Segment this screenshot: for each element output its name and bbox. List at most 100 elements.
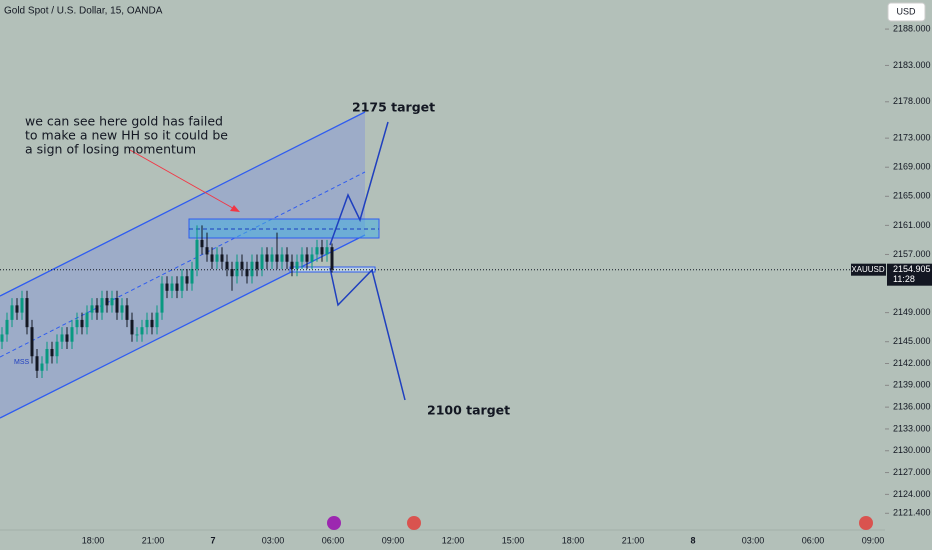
candle-body: [250, 261, 254, 277]
down-path: [329, 267, 406, 401]
candle-body: [240, 261, 244, 269]
y-tick-label: 2149.000: [893, 307, 931, 317]
channel-lower: [0, 234, 366, 419]
candle-body: [150, 319, 154, 328]
y-tick-label: 2130.000: [893, 445, 931, 455]
x-tick-label: 06:00: [322, 535, 345, 545]
symbol-box: [851, 263, 886, 276]
y-tick-label: 2169.000: [893, 162, 931, 172]
candle-body: [75, 319, 79, 328]
x-tick-label: 21:00: [142, 535, 165, 545]
y-tick-label: 2188.000: [893, 23, 931, 33]
candle-body: [165, 283, 169, 291]
candle-body: [140, 327, 144, 335]
x-tick-label: 21:00: [622, 535, 645, 545]
x-tick-label: 09:00: [862, 535, 885, 545]
candle-body: [255, 261, 259, 269]
candle-body: [215, 254, 219, 262]
y-tick-label: 2145.000: [893, 336, 931, 346]
y-tick-label: 2157.000: [893, 249, 931, 259]
currency-label: USD: [896, 6, 916, 16]
candle-body: [100, 298, 104, 313]
candle-body: [20, 298, 24, 313]
candle-body: [95, 305, 99, 313]
channel-upper: [0, 111, 366, 297]
candle-body: [70, 327, 74, 342]
candle-body: [55, 341, 59, 357]
mss-label: MSS: [14, 359, 30, 366]
candle-body: [65, 334, 69, 342]
candle-body: [325, 247, 329, 255]
candle-body: [260, 254, 264, 269]
candle-body: [40, 363, 44, 371]
candle-body: [10, 305, 14, 320]
countdown-label: 11:28: [893, 274, 915, 284]
price-box: [887, 263, 932, 286]
candle-body: [265, 254, 269, 262]
channel-mid: [0, 171, 366, 358]
candle-body: [305, 254, 309, 262]
title: Gold Spot / U.S. Dollar, 15, OANDA: [4, 6, 163, 17]
y-tick-label: 2133.000: [893, 423, 931, 433]
candle-body: [200, 239, 204, 248]
arrow: [129, 149, 239, 212]
candle-body: [225, 261, 229, 269]
note-line: to make a new HH so it could be: [25, 128, 228, 143]
candle-body: [195, 239, 199, 269]
candle-body: [15, 305, 19, 313]
y-tick-label: 2161.000: [893, 220, 931, 230]
y-tick-label: 2136.000: [893, 402, 931, 412]
x-tick-label: 12:00: [442, 535, 465, 545]
candle-body: [135, 334, 139, 336]
up-target: 2175 target: [352, 100, 435, 115]
candle-body: [90, 305, 94, 313]
currency-button[interactable]: [887, 2, 926, 22]
x-tick-label: 06:00: [802, 535, 825, 545]
candle-body: [320, 247, 324, 255]
x-tick-label: 03:00: [262, 535, 285, 545]
event-icon[interactable]: [327, 516, 341, 530]
symbol-label: XAUUSD: [851, 265, 885, 274]
y-tick-label: 2178.000: [893, 96, 931, 106]
arrow-head: [230, 205, 240, 212]
candle-body: [105, 298, 109, 306]
candle-body: [275, 254, 279, 262]
x-tick-label: 03:00: [742, 535, 765, 545]
note-line: a sign of losing momentum: [25, 142, 196, 157]
up-path: [329, 121, 389, 246]
candle-body: [310, 254, 314, 262]
x-tick-label: 15:00: [502, 535, 525, 545]
candle-body: [190, 268, 194, 284]
candle-body: [175, 283, 179, 291]
candle-body: [280, 254, 284, 262]
x-tick-label: 18:00: [562, 535, 585, 545]
candle-body: [235, 261, 239, 277]
candle-body: [180, 276, 184, 291]
candle-body: [185, 276, 189, 284]
candle-body: [5, 319, 9, 335]
y-tick-label: 2121.400: [893, 508, 931, 518]
last-price-label: 2154.905: [893, 264, 931, 274]
y-tick-label: 2173.000: [893, 133, 931, 143]
candle-body: [300, 254, 304, 262]
candle-body: [130, 319, 134, 335]
candle-body: [85, 312, 89, 328]
candle-body: [110, 298, 114, 306]
candle-body: [50, 348, 54, 357]
event-icon[interactable]: [859, 516, 873, 530]
candle-body: [45, 348, 49, 364]
y-tick-label: 2183.000: [893, 60, 931, 70]
candle-body: [210, 254, 214, 262]
y-tick-label: 2139.000: [893, 380, 931, 390]
candle-body: [295, 261, 299, 269]
candle-body: [270, 254, 274, 262]
candle-body: [285, 254, 289, 262]
candle-body: [160, 283, 164, 313]
candle-body: [0, 334, 4, 342]
candle-body: [60, 334, 64, 342]
y-tick-label: 2124.000: [893, 489, 931, 499]
x-tick-label: 09:00: [382, 535, 405, 545]
candle-body: [30, 327, 34, 357]
event-icon[interactable]: [407, 516, 421, 530]
